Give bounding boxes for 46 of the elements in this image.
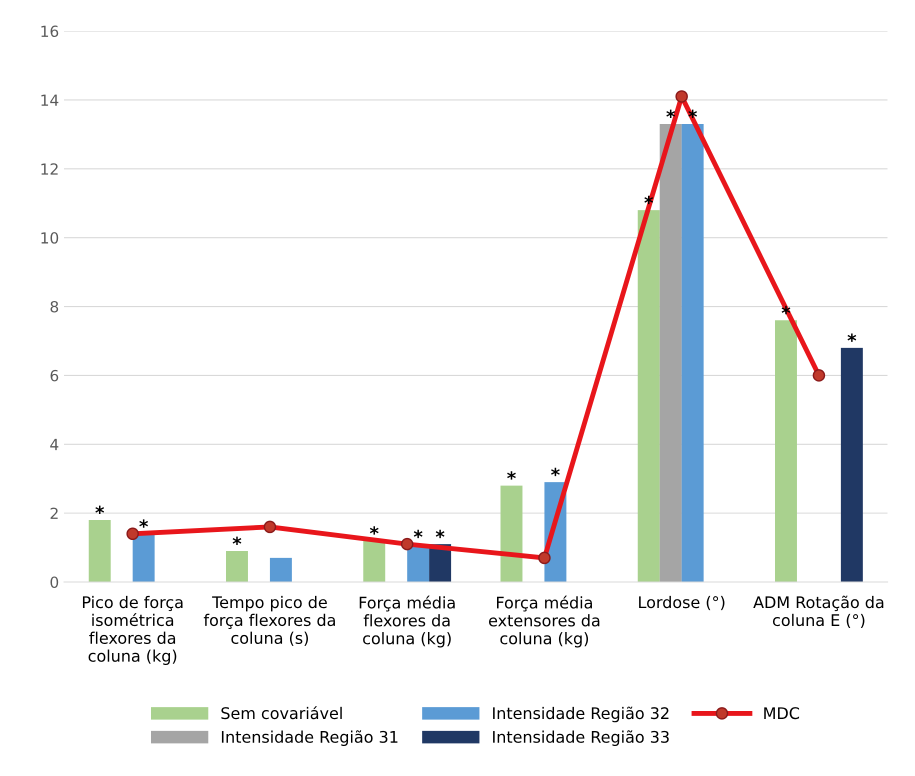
y-tick-label: 14 bbox=[41, 94, 58, 106]
point bbox=[400, 538, 414, 550]
point bbox=[264, 520, 276, 534]
y-tick-label: 12 bbox=[41, 163, 58, 175]
y-tick-label: 6 bbox=[50, 370, 58, 382]
bar bbox=[500, 486, 522, 582]
data-label: * bbox=[848, 333, 856, 342]
legend-label: Intensidade Região 32 bbox=[493, 706, 668, 722]
data-label: * bbox=[139, 519, 148, 528]
data-label: * bbox=[551, 468, 560, 476]
bar bbox=[682, 124, 704, 582]
data-label: * bbox=[436, 530, 444, 538]
bar bbox=[270, 558, 292, 582]
bar bbox=[840, 348, 863, 582]
bar bbox=[638, 210, 660, 582]
x-tick-label: Força média extensores da coluna (kg) bbox=[488, 596, 600, 648]
x-tick-label: Lordose (°) bbox=[639, 596, 724, 610]
bar bbox=[88, 520, 111, 582]
bar bbox=[660, 124, 682, 582]
data-label: * bbox=[370, 526, 379, 535]
point bbox=[812, 369, 826, 382]
y-tick-label: 16 bbox=[41, 26, 58, 38]
data-label: * bbox=[414, 530, 423, 538]
bar bbox=[775, 320, 797, 582]
x-tick-label: ADM Rotação da coluna E (°) bbox=[753, 596, 884, 628]
y-tick-label: 8 bbox=[50, 300, 58, 313]
legend-label: MDC bbox=[764, 707, 800, 720]
y-tick-label: 4 bbox=[50, 438, 58, 450]
x-tick-label: Força média flexores da coluna (kg) bbox=[360, 596, 455, 648]
y-tick-label: 10 bbox=[41, 232, 58, 244]
data-label: * bbox=[507, 471, 516, 480]
x-tick-label: Tempo pico de força flexores da coluna (s) bbox=[204, 596, 335, 646]
bar bbox=[363, 540, 386, 582]
legend-label: Intensidade Região 33 bbox=[493, 730, 669, 746]
legend-label: Sem covariável bbox=[221, 706, 342, 720]
data-label: * bbox=[95, 506, 104, 514]
point bbox=[675, 90, 688, 103]
bar bbox=[226, 551, 248, 582]
bar bbox=[132, 534, 155, 582]
x-tick-label: Pico de força isométrica flexores da coluna (kg) bbox=[82, 596, 182, 666]
y-tick-label: 0 bbox=[50, 576, 58, 588]
legend-label: Intensidade Região 31 bbox=[222, 730, 398, 746]
point bbox=[126, 528, 139, 540]
point bbox=[538, 552, 551, 564]
data-label: * bbox=[232, 536, 242, 546]
y-tick-label: 2 bbox=[50, 508, 58, 519]
